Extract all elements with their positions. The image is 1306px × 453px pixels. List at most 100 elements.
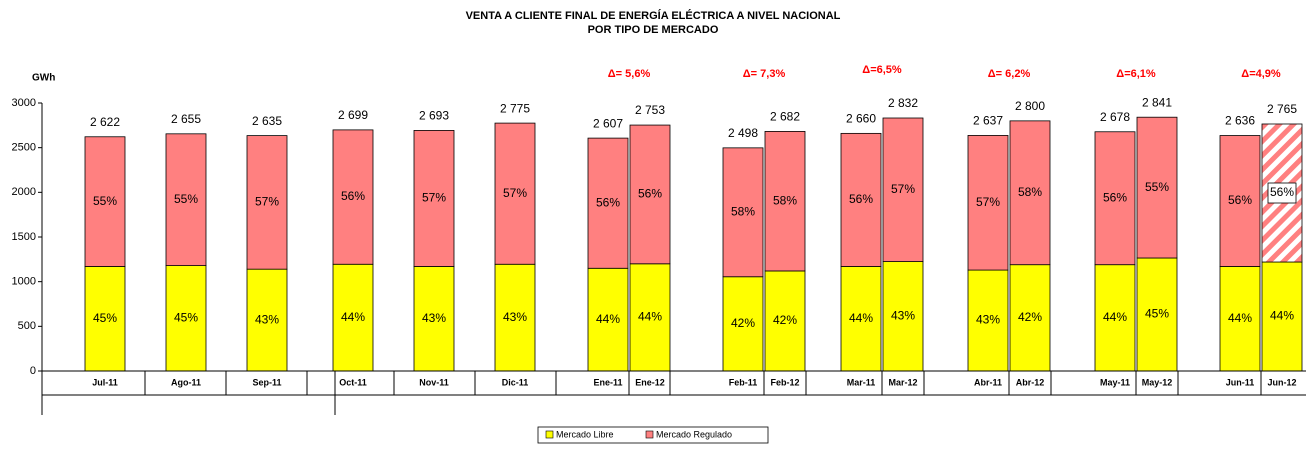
bar-segment <box>84 136 126 267</box>
x-tick-label: Jun-12 <box>1267 377 1296 387</box>
total-label: 2 655 <box>171 112 201 126</box>
bar-segment <box>840 132 882 267</box>
total-label: 2 637 <box>973 114 1003 128</box>
value-label: 57% <box>422 191 446 205</box>
bar-segment <box>246 268 288 372</box>
value-label: 42% <box>773 313 797 327</box>
value-label: 55% <box>174 192 198 206</box>
total-label: 2 699 <box>338 108 368 122</box>
annotation: Δ= 7,3% <box>743 68 786 80</box>
y-axis-label: GWh <box>32 73 55 84</box>
x-tick-label: Ene-12 <box>635 377 665 387</box>
total-label: 2 607 <box>593 116 623 130</box>
bar-segment <box>764 270 806 372</box>
value-label: 43% <box>422 311 446 325</box>
total-label: 2 775 <box>500 101 530 115</box>
value-label: 44% <box>341 310 365 324</box>
total-label: 2 693 <box>419 109 449 123</box>
value-label: 45% <box>93 311 117 325</box>
value-label: 58% <box>731 204 755 218</box>
value-label: 43% <box>503 310 527 324</box>
label-box <box>1267 182 1297 204</box>
chart-title: VENTA A CLIENTE FINAL DE ENERGÍA ELÉCTRI… <box>466 9 841 22</box>
value-label: 45% <box>1145 307 1169 321</box>
value-label: 58% <box>1018 185 1042 199</box>
annotation: Δ=6,1% <box>1116 68 1156 80</box>
bar-segment <box>882 261 924 372</box>
total-label: 2 622 <box>90 115 120 129</box>
value-label: 45% <box>174 310 198 324</box>
x-tick-label: Mar-12 <box>888 377 917 387</box>
total-label: 2 660 <box>846 112 876 126</box>
y-tick-label: 3000 <box>12 97 36 109</box>
value-label: 44% <box>849 311 873 325</box>
value-label: 55% <box>93 194 117 208</box>
x-tick-label: May-11 <box>1100 377 1130 387</box>
bar-segment <box>629 263 671 372</box>
bar-segment <box>840 266 882 372</box>
bar-segment <box>882 117 924 262</box>
x-tick-label: Abr-12 <box>1016 377 1045 387</box>
value-label: 56% <box>638 187 662 201</box>
bar-segment <box>722 147 764 278</box>
bar-segment <box>629 124 671 265</box>
x-tick-label: Jul-11 <box>92 377 118 387</box>
y-tick-label: 1000 <box>12 276 36 288</box>
x-tick-label: Dic-11 <box>502 377 529 387</box>
x-tick-label: May-12 <box>1142 377 1173 387</box>
x-tick-label: Mar-11 <box>847 377 876 387</box>
value-label: 56% <box>1228 193 1252 207</box>
bar-segment <box>967 135 1009 271</box>
value-label: 44% <box>1103 310 1127 324</box>
bar-segment <box>587 267 629 372</box>
total-label: 2 753 <box>635 103 665 117</box>
bar-segment <box>332 129 374 265</box>
value-label: 43% <box>891 308 915 322</box>
chart-subtitle: POR TIPO DE MERCADO <box>588 24 719 36</box>
bar-segment <box>165 265 207 372</box>
annotation: Δ=4,9% <box>1241 68 1281 80</box>
bar-segment <box>246 135 288 270</box>
value-label: 57% <box>976 195 1000 209</box>
bar-segment <box>722 276 764 372</box>
value-label: 56% <box>849 192 873 206</box>
value-label: 44% <box>1228 311 1252 325</box>
x-tick-label: Ene-11 <box>593 377 622 387</box>
annotation: Δ= 5,6% <box>608 68 651 80</box>
bar-segment <box>1136 116 1178 259</box>
value-label: 57% <box>891 182 915 196</box>
value-label: 44% <box>596 312 620 326</box>
value-label: 58% <box>773 193 797 207</box>
bar-segment <box>764 131 806 272</box>
value-label: 43% <box>976 313 1000 327</box>
total-label: 2 498 <box>728 126 758 140</box>
x-tick-label: Ago-11 <box>171 377 201 387</box>
total-label: 2 765 <box>1267 102 1297 116</box>
annotation: Δ=6,5% <box>862 64 902 76</box>
value-label: 57% <box>503 186 527 200</box>
value-label: 44% <box>638 310 662 324</box>
value-label: 57% <box>255 195 279 209</box>
value-label: 55% <box>1145 180 1169 194</box>
value-label: 56% <box>1103 190 1127 204</box>
value-label: 56% <box>341 189 365 203</box>
total-label: 2 635 <box>252 114 282 128</box>
x-tick-label: Abr-11 <box>974 377 1002 387</box>
bar-segment <box>413 130 455 267</box>
x-tick-label: Oct-11 <box>339 377 367 387</box>
bar-segment <box>587 137 629 269</box>
annotation: Δ= 6,2% <box>988 68 1031 80</box>
y-tick-label: 0 <box>30 365 36 377</box>
value-label: 42% <box>731 316 755 330</box>
legend-label: Mercado Libre <box>556 429 614 439</box>
y-tick-label: 2500 <box>12 142 36 154</box>
total-label: 2 636 <box>1225 114 1255 128</box>
bar-segment <box>494 122 536 265</box>
bar-segment <box>332 263 374 372</box>
total-label: 2 682 <box>770 110 800 124</box>
x-tick-label: Jun-11 <box>1226 377 1255 387</box>
legend-label: Mercado Regulado <box>656 429 732 439</box>
value-label: 56% <box>1270 185 1294 199</box>
value-label: 56% <box>596 195 620 209</box>
